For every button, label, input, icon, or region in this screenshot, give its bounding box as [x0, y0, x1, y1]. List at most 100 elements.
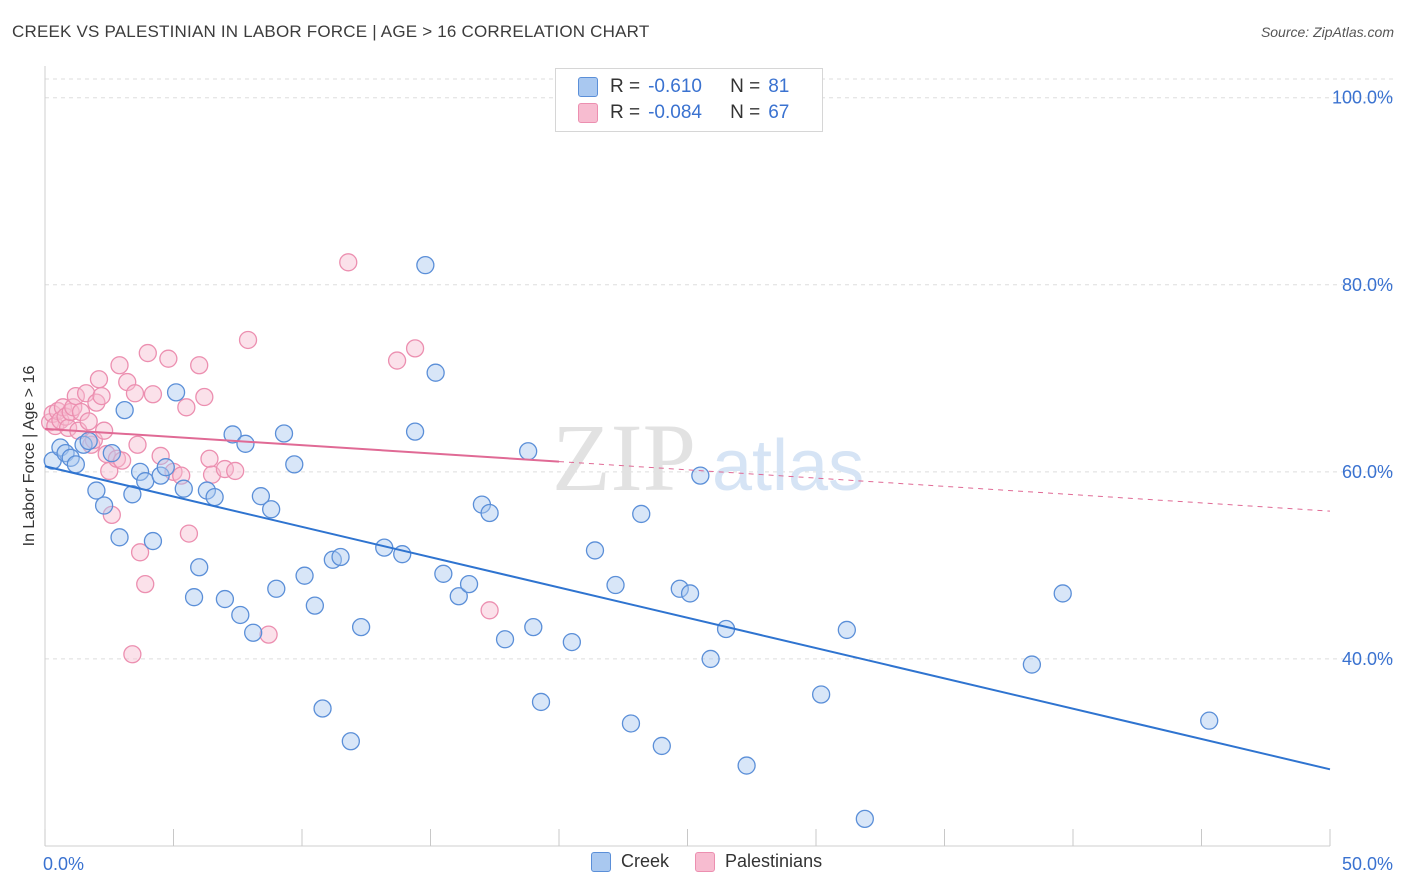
- creek-point: [136, 472, 155, 491]
- n-label: N =: [730, 102, 761, 123]
- creek-point: [811, 685, 831, 704]
- legend-row-creek: R = -0.610 N = 81: [578, 74, 789, 100]
- creek-point: [459, 574, 479, 594]
- watermark-zip: ZIP: [552, 404, 696, 511]
- palestinians-point: [200, 449, 219, 468]
- creek-point: [701, 649, 720, 669]
- palestinians-point: [480, 601, 499, 620]
- creek-point: [184, 588, 204, 607]
- gridlines: [45, 78, 1395, 660]
- creek-point: [434, 564, 453, 583]
- tick-labels: 40.0% 60.0% 80.0% 100.0% 0.0% 50.0%: [43, 88, 1393, 874]
- creek-point: [837, 620, 856, 640]
- palestinians-point: [112, 451, 132, 470]
- creek-point: [351, 617, 371, 637]
- x-tick-label: 0.0%: [43, 854, 84, 874]
- creek-point: [480, 503, 499, 523]
- x-tick-label: 50.0%: [1342, 854, 1393, 874]
- creek-point: [251, 487, 271, 506]
- palestinians-point: [190, 356, 209, 375]
- legend-item-creek[interactable]: Creek: [591, 851, 669, 872]
- creek-point: [215, 589, 235, 609]
- creek-point: [123, 485, 142, 504]
- palestinians-point: [339, 253, 358, 272]
- creek-point: [156, 458, 175, 477]
- creek-point: [285, 455, 304, 474]
- creek-point: [305, 596, 325, 615]
- creek-point: [1053, 584, 1072, 603]
- creek-point: [1200, 711, 1219, 730]
- creek-point: [737, 756, 756, 775]
- series-legend: Creek Palestinians: [591, 851, 848, 872]
- creek-point: [426, 363, 445, 382]
- source-credit: Source: ZipAtlas.com: [1260, 24, 1394, 40]
- palestinians-point: [259, 625, 278, 644]
- creek-point: [205, 487, 224, 507]
- creek-point: [449, 587, 468, 606]
- r-value: -0.610: [648, 76, 702, 97]
- y-tick-label: 60.0%: [1342, 462, 1393, 482]
- creek-points: [43, 255, 1219, 829]
- palestinians-points: [40, 253, 499, 664]
- palestinians-point: [177, 398, 196, 417]
- creek-point: [244, 623, 263, 642]
- palestinians-point: [143, 385, 163, 404]
- creek-point: [223, 425, 242, 444]
- palestinians-point: [226, 461, 245, 481]
- creek-trend-line: [44, 465, 1331, 771]
- correlation-legend: R = -0.610 N = 81 R = -0.084 N = 67: [555, 68, 823, 132]
- creek-point: [519, 442, 538, 461]
- creek-point: [585, 541, 605, 560]
- creek-point: [231, 605, 250, 625]
- legend-label: Creek: [621, 851, 670, 871]
- palestinians-point: [138, 343, 157, 363]
- creek-swatch: [591, 851, 611, 872]
- palestinians-point: [79, 412, 98, 431]
- creek-point: [416, 255, 435, 275]
- creek-point: [606, 575, 625, 595]
- creek-point: [405, 422, 425, 441]
- palestinians-point: [238, 330, 258, 350]
- palestinians-point: [130, 543, 150, 562]
- palestinians-point: [94, 421, 114, 440]
- creek-point: [313, 699, 332, 718]
- creek-point: [79, 431, 98, 451]
- watermark: ZIP atlas: [552, 404, 864, 511]
- palestinians-point: [125, 384, 145, 403]
- creek-point: [130, 462, 150, 482]
- palestinians-point: [159, 349, 178, 368]
- axes: [44, 66, 1331, 847]
- creek-point: [331, 547, 350, 567]
- r-value: -0.084: [648, 102, 702, 123]
- n-value: 81: [768, 76, 790, 97]
- palestinians-point: [102, 505, 121, 525]
- creek-point: [1022, 655, 1042, 674]
- legend-item-palestinians[interactable]: Palestinians: [695, 851, 822, 872]
- creek-point: [102, 443, 121, 463]
- n-label: N =: [730, 76, 761, 97]
- palestinians-point: [58, 418, 78, 438]
- palestinians-point: [136, 574, 155, 594]
- n-value: 67: [768, 102, 790, 123]
- trend-lines: [44, 427, 1331, 771]
- palestinians-swatch: [695, 851, 716, 872]
- creek-point: [190, 558, 209, 577]
- creek-swatch: [578, 77, 598, 97]
- creek-point: [262, 500, 281, 519]
- palestinians-point: [128, 435, 147, 454]
- palestinians-point: [71, 402, 91, 422]
- creek-point: [524, 617, 543, 637]
- creek-point: [236, 434, 255, 453]
- palestinians-point: [92, 386, 111, 406]
- creek-point: [267, 579, 286, 598]
- palestinians-point: [89, 370, 109, 389]
- palestinians-point: [123, 645, 142, 664]
- r-label: R =: [610, 76, 641, 97]
- y-tick-label: 40.0%: [1342, 649, 1393, 669]
- creek-point: [562, 632, 581, 652]
- palestinians-point: [405, 339, 425, 358]
- palestinians-trend-line: [44, 427, 560, 463]
- palestinians-point: [151, 446, 170, 466]
- r-label: R =: [610, 102, 641, 123]
- creek-point: [174, 479, 193, 498]
